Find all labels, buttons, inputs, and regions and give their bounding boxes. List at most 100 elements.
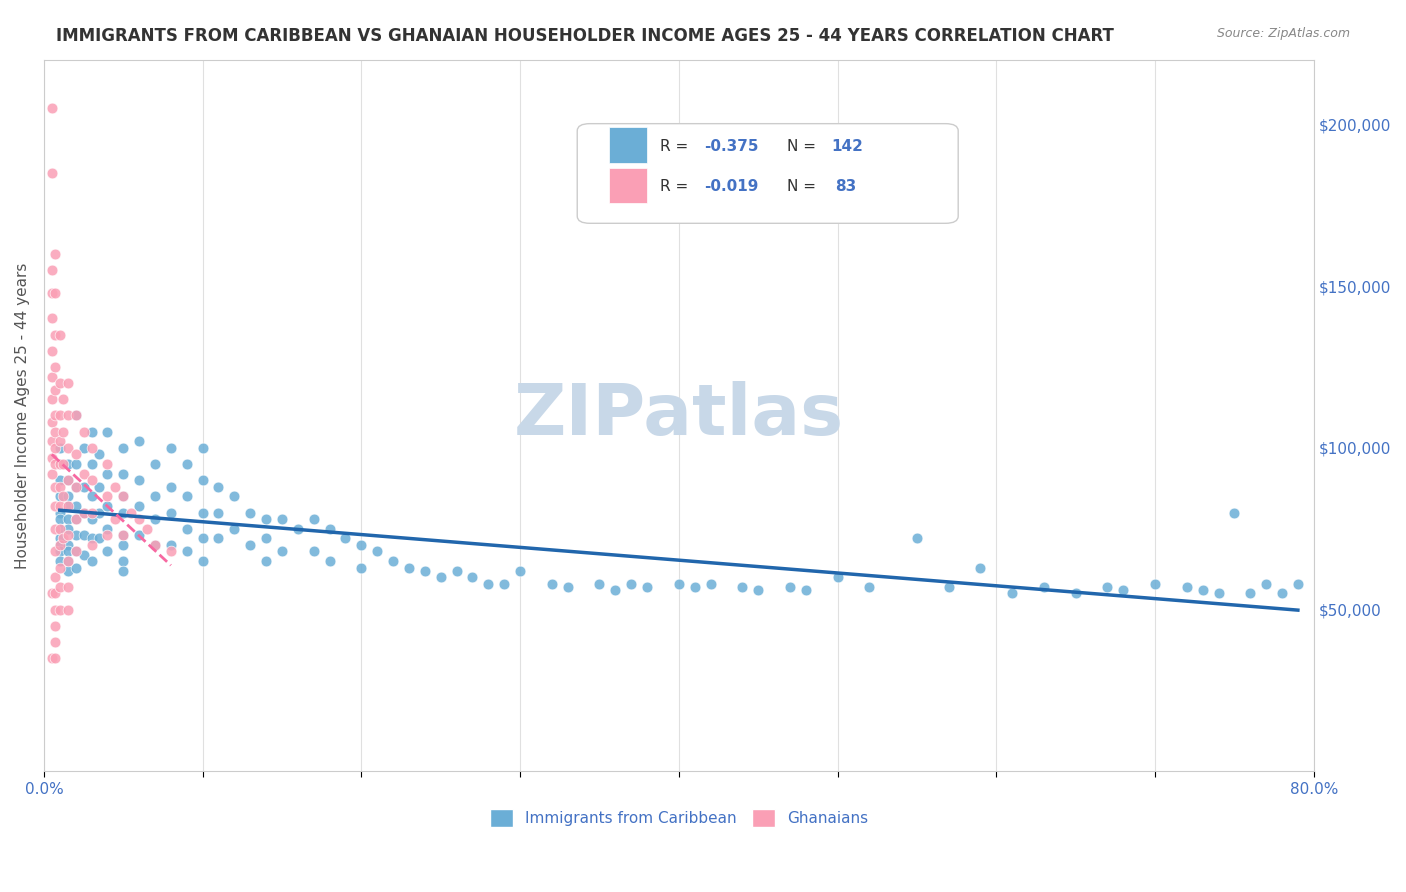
Point bbox=[96, 522, 118, 536]
Point bbox=[72, 425, 94, 439]
Point bbox=[49, 554, 72, 568]
Point bbox=[254, 512, 277, 526]
Point bbox=[49, 522, 72, 536]
Point bbox=[49, 480, 72, 494]
Point bbox=[41, 450, 63, 465]
Point bbox=[413, 564, 436, 578]
Point bbox=[191, 532, 214, 546]
Point bbox=[112, 528, 135, 542]
Point bbox=[49, 506, 72, 520]
Point bbox=[176, 522, 198, 536]
Point bbox=[56, 554, 79, 568]
Point bbox=[49, 532, 72, 546]
Point bbox=[120, 506, 142, 520]
Point bbox=[287, 522, 309, 536]
Point bbox=[41, 415, 63, 429]
Bar bbox=[609, 128, 647, 163]
Point bbox=[56, 441, 79, 455]
Text: IMMIGRANTS FROM CARIBBEAN VS GHANAIAN HOUSEHOLDER INCOME AGES 25 - 44 YEARS CORR: IMMIGRANTS FROM CARIBBEAN VS GHANAIAN HO… bbox=[56, 27, 1114, 45]
Point bbox=[112, 489, 135, 503]
Point bbox=[160, 506, 183, 520]
Point bbox=[112, 489, 135, 503]
Point bbox=[89, 532, 111, 546]
Point bbox=[44, 651, 66, 665]
Text: ZIPatlas: ZIPatlas bbox=[513, 381, 844, 450]
Point bbox=[65, 447, 87, 461]
Point bbox=[588, 576, 610, 591]
Point bbox=[191, 554, 214, 568]
Point bbox=[143, 489, 166, 503]
Point bbox=[176, 544, 198, 558]
Point bbox=[41, 392, 63, 407]
Point bbox=[52, 392, 75, 407]
Point bbox=[56, 499, 79, 513]
Point bbox=[207, 480, 229, 494]
Point bbox=[207, 506, 229, 520]
Point bbox=[65, 512, 87, 526]
Point bbox=[89, 480, 111, 494]
Point bbox=[41, 343, 63, 358]
Point bbox=[1208, 586, 1230, 600]
Point bbox=[44, 570, 66, 584]
Point bbox=[56, 602, 79, 616]
Point bbox=[271, 512, 294, 526]
Point bbox=[398, 560, 420, 574]
Point bbox=[794, 583, 817, 598]
Point bbox=[80, 506, 103, 520]
Point bbox=[699, 576, 721, 591]
Point bbox=[446, 564, 468, 578]
Point bbox=[1286, 576, 1309, 591]
Bar bbox=[609, 168, 647, 203]
Point bbox=[96, 499, 118, 513]
Point bbox=[80, 538, 103, 552]
Point bbox=[239, 538, 262, 552]
Point bbox=[56, 409, 79, 423]
Point bbox=[65, 409, 87, 423]
Point bbox=[41, 434, 63, 449]
Point bbox=[56, 528, 79, 542]
Point bbox=[350, 538, 373, 552]
Point bbox=[80, 441, 103, 455]
Point bbox=[56, 580, 79, 594]
Point bbox=[143, 457, 166, 471]
Point bbox=[80, 425, 103, 439]
Point bbox=[89, 447, 111, 461]
Point bbox=[1239, 586, 1261, 600]
Point bbox=[429, 570, 451, 584]
Point bbox=[41, 651, 63, 665]
Point bbox=[239, 506, 262, 520]
Point bbox=[56, 544, 79, 558]
Point bbox=[41, 311, 63, 326]
Point bbox=[56, 457, 79, 471]
Point bbox=[41, 467, 63, 481]
Point bbox=[44, 480, 66, 494]
Point bbox=[112, 441, 135, 455]
Point bbox=[65, 480, 87, 494]
Point bbox=[44, 409, 66, 423]
Point bbox=[44, 602, 66, 616]
Point bbox=[56, 489, 79, 503]
Point bbox=[65, 528, 87, 542]
Point bbox=[747, 583, 769, 598]
Point bbox=[56, 512, 79, 526]
Point bbox=[1256, 576, 1278, 591]
Point bbox=[52, 425, 75, 439]
Point bbox=[44, 383, 66, 397]
Point bbox=[65, 499, 87, 513]
Point bbox=[636, 580, 658, 594]
Point bbox=[49, 499, 72, 513]
Point bbox=[128, 528, 150, 542]
Point bbox=[44, 359, 66, 374]
Point bbox=[52, 489, 75, 503]
Point bbox=[620, 576, 643, 591]
Point bbox=[56, 473, 79, 487]
Point bbox=[49, 473, 72, 487]
Point bbox=[1032, 580, 1054, 594]
Point bbox=[49, 602, 72, 616]
Point bbox=[80, 457, 103, 471]
Point bbox=[254, 554, 277, 568]
Point bbox=[44, 619, 66, 633]
Point bbox=[44, 635, 66, 649]
Point bbox=[56, 538, 79, 552]
Point bbox=[49, 560, 72, 574]
